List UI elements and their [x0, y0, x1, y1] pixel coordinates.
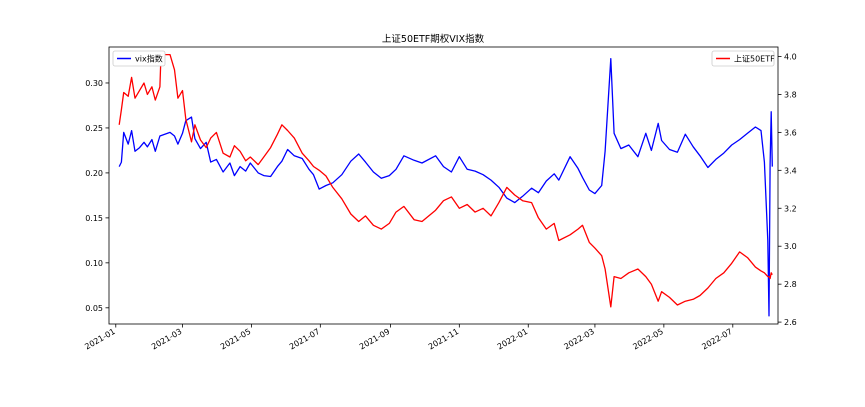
y-right-tick-label: 3.8	[784, 90, 797, 99]
y-right-tick-label: 4.0	[784, 52, 797, 61]
legend-sse50etf-label: 上证50ETF	[734, 55, 775, 64]
y-left-tick-label: 0.20	[85, 169, 103, 178]
y-left-tick-label: 0.15	[85, 214, 103, 223]
plot-frame	[108, 46, 779, 325]
legend-vix-label: vix指数	[135, 54, 163, 64]
y-right-tick-label: 3.0	[784, 242, 797, 251]
y-axis-left: 0.05 0.10 0.15 0.20 0.25 0.30	[85, 79, 109, 313]
series-line-sse50etf	[118, 53, 773, 308]
y-right-tick-label: 3.4	[784, 166, 797, 175]
legend-sse50etf-box	[711, 50, 775, 67]
y-right-tick-label: 3.2	[784, 204, 797, 213]
legend-sse50etf: 上证50ETF	[711, 50, 775, 67]
y-left-tick-label: 0.25	[85, 124, 103, 133]
series-line-vix	[118, 58, 773, 317]
y-right-tick-label: 3.6	[784, 128, 797, 137]
y-right-tick-label: 2.6	[784, 318, 797, 327]
y-left-tick-label: 0.10	[85, 259, 103, 268]
y-axis-right: 2.6 2.8 3.0 3.2 3.4 3.6 3.8 4.0	[778, 52, 797, 327]
series-layer	[118, 53, 773, 317]
legend-vix: vix指数	[112, 50, 166, 67]
legend-vix-box	[112, 50, 166, 67]
chart-title: 上证50ETF期权VIX指数	[382, 33, 485, 45]
y-right-tick-label: 2.8	[784, 280, 797, 289]
y-left-tick-label: 0.30	[85, 79, 103, 88]
y-left-tick-label: 0.05	[85, 304, 103, 313]
